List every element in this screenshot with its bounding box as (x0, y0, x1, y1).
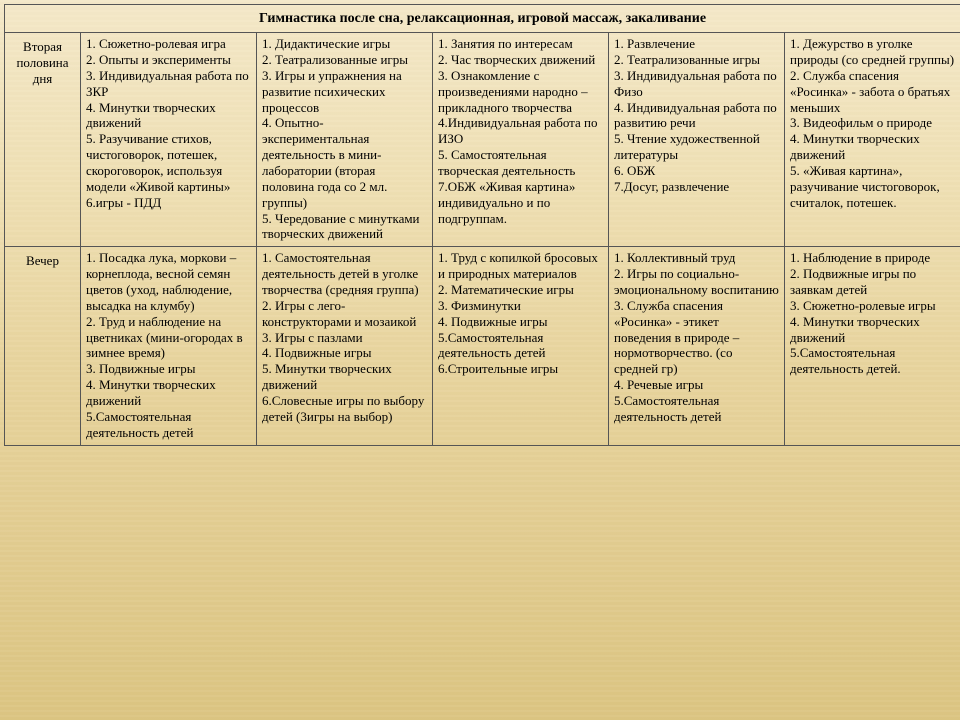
activity-cell: 1. Занятия по интересам 2. Час творчески… (433, 33, 609, 247)
header-row: Гимнастика после сна, релаксационная, иг… (5, 5, 960, 33)
period-cell: Вторая половина дня (5, 33, 81, 247)
table-row: Вторая половина дня1. Сюжетно-ролевая иг… (5, 33, 960, 247)
activity-cell: 1. Самостоятельная деятельность детей в … (257, 247, 433, 445)
activity-cell: 1. Сюжетно-ролевая игра 2. Опыты и экспе… (81, 33, 257, 247)
activity-cell: 1. Коллективный труд 2. Игры по социальн… (609, 247, 785, 445)
header-cell: Гимнастика после сна, релаксационная, иг… (5, 5, 960, 33)
activity-cell: 1. Дежурство в уголке природы (со средне… (785, 33, 960, 247)
period-cell: Вечер (5, 247, 81, 445)
schedule-tbody: Гимнастика после сна, релаксационная, иг… (5, 5, 960, 446)
activity-cell: 1. Дидактические игры 2. Театрализованны… (257, 33, 433, 247)
activity-cell: 1. Посадка лука, моркови – корнеплода, в… (81, 247, 257, 445)
activity-cell: 1. Труд с копилкой бросовых и природных … (433, 247, 609, 445)
activity-cell: 1. Развлечение 2. Театрализованные игры … (609, 33, 785, 247)
activity-cell: 1. Наблюдение в природе 2. Подвижные игр… (785, 247, 960, 445)
schedule-table-wrap: Гимнастика после сна, релаксационная, иг… (0, 0, 960, 450)
schedule-table: Гимнастика после сна, релаксационная, иг… (4, 4, 960, 446)
table-row: Вечер1. Посадка лука, моркови – корнепло… (5, 247, 960, 445)
